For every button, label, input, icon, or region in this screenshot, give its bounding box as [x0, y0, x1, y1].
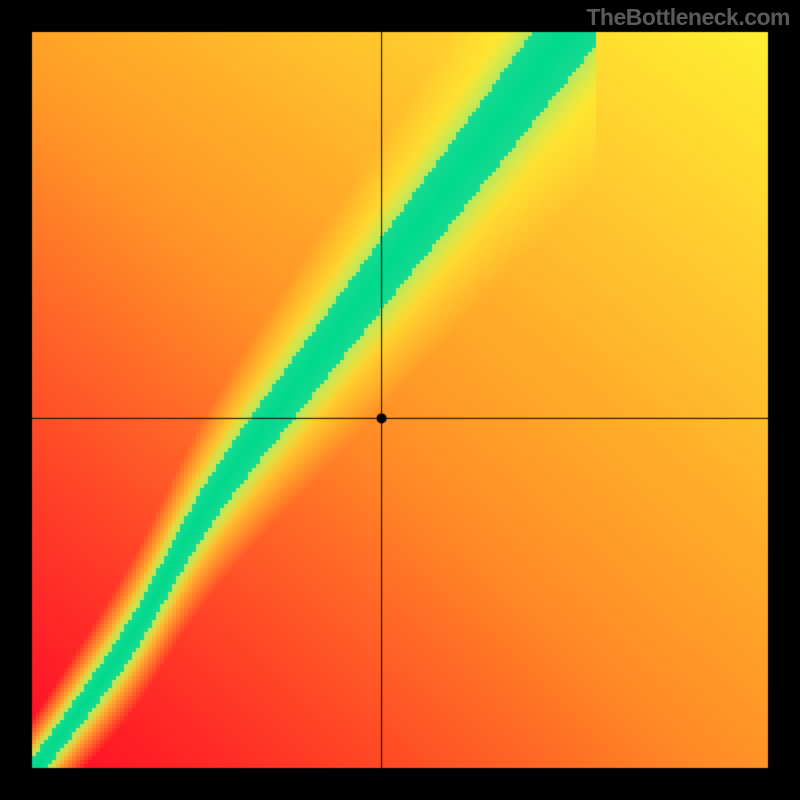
watermark-text: TheBottleneck.com — [586, 4, 790, 31]
heatmap-canvas — [0, 0, 800, 800]
chart-container: TheBottleneck.com — [0, 0, 800, 800]
